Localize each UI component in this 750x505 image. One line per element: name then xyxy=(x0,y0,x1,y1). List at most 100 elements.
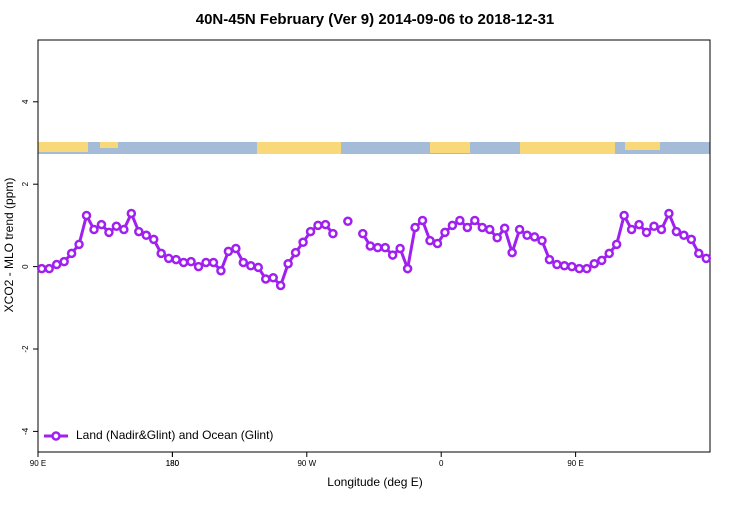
data-point xyxy=(44,263,54,274)
data-point xyxy=(193,261,204,272)
x-tick-label: 180 xyxy=(166,459,180,468)
data-point xyxy=(148,234,159,245)
x-tick-label: 180 xyxy=(166,459,180,468)
data-point xyxy=(81,210,92,221)
data-point xyxy=(470,215,480,226)
data-point xyxy=(537,235,547,246)
x-axis-label: Longitude (deg E) xyxy=(327,475,422,489)
data-point xyxy=(231,243,241,254)
data-point xyxy=(455,215,465,226)
data-point xyxy=(447,220,458,231)
data-point xyxy=(59,256,69,267)
data-point xyxy=(178,257,189,268)
data-point xyxy=(492,233,502,243)
chart-title: 40N-45N February (Ver 9) 2014-09-06 to 2… xyxy=(196,11,555,28)
x-tick-label: 90 W xyxy=(297,459,316,468)
data-point xyxy=(290,247,301,258)
legend-marker xyxy=(51,431,61,441)
data-point xyxy=(89,224,99,235)
data-point xyxy=(343,216,353,227)
data-point xyxy=(201,257,211,268)
data-point xyxy=(462,222,473,233)
data-point xyxy=(402,263,413,274)
data-point xyxy=(36,263,47,274)
data-point xyxy=(320,219,331,230)
data-point xyxy=(686,234,697,245)
data-point xyxy=(477,222,488,233)
data-point xyxy=(104,227,114,238)
data-point xyxy=(238,257,249,268)
data-point xyxy=(358,228,368,239)
data-point xyxy=(544,254,555,265)
data-point xyxy=(417,215,428,226)
y-tick-label: 2 xyxy=(21,181,30,186)
data-point xyxy=(171,254,181,265)
plot-frame xyxy=(37,39,711,453)
data-point xyxy=(582,263,592,274)
data-point xyxy=(141,230,152,241)
data-point xyxy=(328,228,338,239)
data-point xyxy=(589,258,600,269)
data-point xyxy=(216,265,226,276)
data-point xyxy=(111,221,122,231)
data-point xyxy=(626,224,637,235)
data-point xyxy=(664,208,674,219)
x-tick-label: 90 E xyxy=(30,459,46,468)
y-tick-label: -2 xyxy=(21,345,30,353)
data-point xyxy=(559,261,570,271)
data-point xyxy=(246,261,256,271)
data-point xyxy=(126,208,137,219)
data-point xyxy=(96,219,107,230)
data-point xyxy=(66,248,77,259)
y-tick-label: 0 xyxy=(21,264,30,269)
y-tick-label: -4 xyxy=(21,427,30,435)
data-point xyxy=(529,232,540,242)
data-point xyxy=(552,259,562,270)
data-point xyxy=(305,226,316,237)
data-point xyxy=(372,242,383,253)
data-point xyxy=(163,253,174,264)
data-point xyxy=(208,257,219,268)
x-tick-label: 0 xyxy=(439,459,444,468)
data-point xyxy=(694,248,704,259)
data-point xyxy=(74,239,84,250)
data-point xyxy=(395,243,405,254)
legend-label: Land (Nadir&Glint) and Ocean (Glint) xyxy=(76,428,273,442)
data-point xyxy=(260,274,271,284)
data-point xyxy=(134,226,144,237)
data-point xyxy=(223,246,234,257)
data-point xyxy=(656,224,667,235)
data-point xyxy=(507,247,517,258)
data-point xyxy=(649,221,659,231)
data-point xyxy=(268,272,278,283)
data-point xyxy=(425,235,435,246)
data-point xyxy=(634,219,644,230)
data-point xyxy=(313,220,323,231)
data-point xyxy=(440,227,450,238)
data-point xyxy=(567,261,577,272)
data-point xyxy=(119,224,129,235)
y-axis-label: XCO2 - MLO trend (ppm) xyxy=(2,178,16,313)
data-point xyxy=(156,248,166,259)
data-point xyxy=(604,248,614,259)
y-tick-label: 4 xyxy=(21,99,30,104)
data-point xyxy=(499,223,510,234)
data-point xyxy=(641,227,652,238)
data-point xyxy=(410,222,420,233)
data-point xyxy=(596,255,607,266)
data-point xyxy=(298,237,308,248)
data-point xyxy=(387,250,398,260)
data-point xyxy=(432,238,443,249)
data-point xyxy=(380,242,390,253)
data-point xyxy=(253,262,264,273)
data-point xyxy=(679,230,689,241)
data-point xyxy=(186,256,196,267)
data-point xyxy=(51,259,62,270)
data-point xyxy=(574,263,585,274)
x-tick-label: 90 E xyxy=(567,459,583,468)
data-point xyxy=(283,258,293,269)
data-point xyxy=(671,226,682,237)
data-point xyxy=(619,210,629,221)
data-point xyxy=(365,241,376,251)
